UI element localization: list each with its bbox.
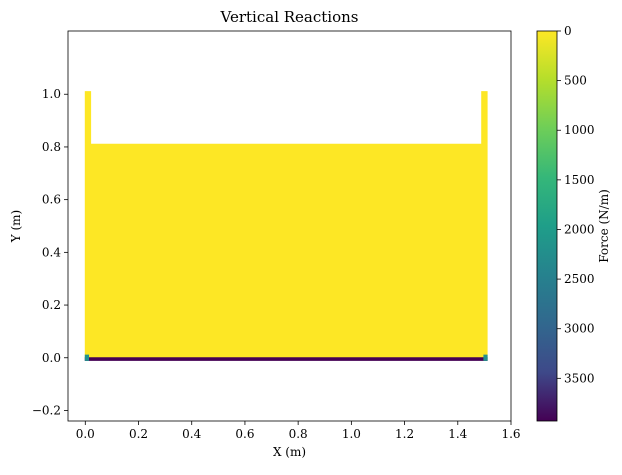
x-tick-label: 1.6 (501, 427, 520, 441)
x-tick-label: 0.6 (235, 427, 254, 441)
region-left-corner-support (84, 354, 89, 361)
plot-frame (67, 30, 512, 422)
y-tick-label: 1.0 (42, 87, 61, 101)
colorbar (536, 30, 558, 422)
plot-regions (84, 91, 488, 361)
y-axis-ticks: −0.2 0.0 0.2 0.4 0.6 0.8 1.0 (32, 87, 68, 417)
colorbar-tick-label: 2500 (564, 272, 595, 286)
colorbar-tick-label: 1500 (564, 173, 595, 187)
x-tick-label: 0.8 (289, 427, 308, 441)
y-axis-label: Y (m) (9, 210, 23, 243)
y-tick-label: 0.0 (42, 351, 61, 365)
x-tick-label: 0.0 (76, 427, 95, 441)
y-tick-label: 0.8 (42, 140, 61, 154)
colorbar-tick-label: 1000 (564, 123, 595, 137)
colorbar-ticks: 0 500 1000 1500 2000 2500 3000 3500 (557, 24, 595, 385)
colorbar-tick-label: 3500 (564, 371, 595, 385)
x-tick-label: 1.0 (342, 427, 361, 441)
x-tick-label: 0.4 (182, 427, 201, 441)
region-base-support-line (84, 357, 488, 361)
y-tick-label: 0.4 (42, 245, 61, 259)
x-tick-label: 1.2 (395, 427, 414, 441)
x-axis-ticks: 0.0 0.2 0.4 0.6 0.8 1.0 1.2 1.4 1.6 (76, 421, 521, 441)
x-axis-label: X (m) (273, 445, 306, 459)
y-tick-label: 0.2 (42, 298, 61, 312)
x-tick-label: 0.2 (129, 427, 148, 441)
x-tick-label: 1.4 (448, 427, 467, 441)
colorbar-tick-label: 0 (564, 24, 572, 38)
chart-title: Vertical Reactions (220, 8, 359, 26)
colorbar-label: Force (N/m) (597, 189, 611, 263)
region-structure-body (84, 91, 488, 359)
colorbar-tick-label: 2000 (564, 222, 595, 236)
colorbar-tick-label: 500 (564, 74, 587, 88)
y-tick-label: 0.6 (42, 193, 61, 207)
colorbar-tick-label: 3000 (564, 322, 595, 336)
y-tick-label: −0.2 (32, 403, 61, 417)
region-right-corner-support (483, 354, 488, 361)
